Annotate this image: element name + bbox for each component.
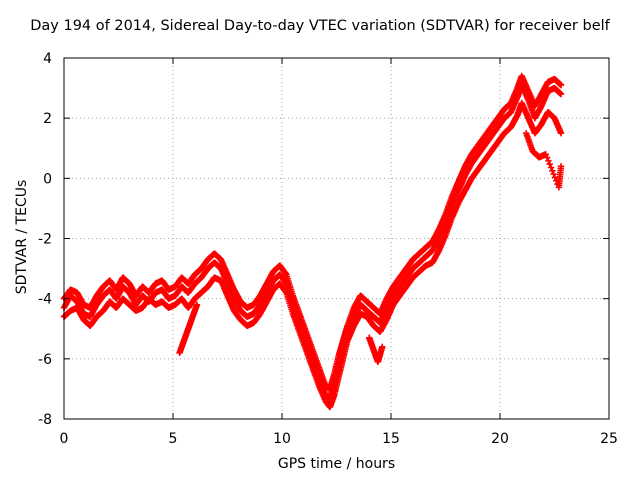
x-tick-label: 5 [169,431,178,447]
x-tick-label: 10 [273,431,291,447]
data-point [557,130,565,137]
data-point [547,164,555,171]
y-tick-label: 2 [43,111,52,127]
data-point [557,90,565,98]
data-point [379,343,386,350]
y-tick-label: -8 [38,412,52,428]
data-point [557,81,565,89]
data-points [60,72,565,411]
x-tick-label: 0 [60,431,69,447]
y-tick-label: -4 [38,292,52,308]
y-tick-label: 0 [43,171,52,187]
x-tick-label: 15 [382,431,400,447]
y-tick-label: -2 [38,232,52,248]
x-tick-label: 20 [491,431,509,447]
data-point [542,151,549,158]
data-point [557,163,565,170]
data-point [546,160,553,168]
chart-title: Day 194 of 2014, Sidereal Day-to-day VTE… [30,18,610,34]
axis-ticks: 0 5 10 15 20 25 -8 -6 -4 -2 0 2 4 [38,51,618,447]
data-point [549,167,556,175]
y-tick-label: 4 [43,51,52,67]
y-axis-label: SDTVAR / TECUs [14,179,30,295]
data-point [193,301,201,308]
x-tick-label: 25 [600,431,618,447]
data-point [543,154,551,161]
data-point [550,170,557,178]
x-axis-label: GPS time / hours [277,456,396,472]
y-tick-label: -6 [38,352,52,368]
data-point [545,157,552,165]
